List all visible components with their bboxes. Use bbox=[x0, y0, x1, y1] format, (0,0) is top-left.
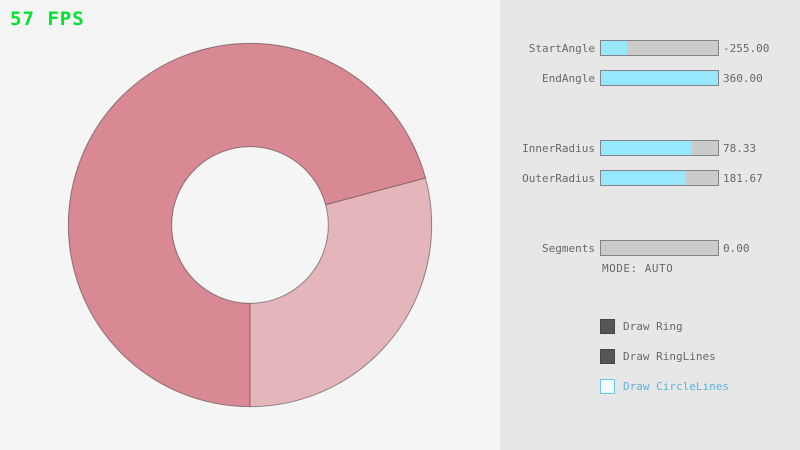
draw-ring-row: Draw Ring bbox=[600, 318, 683, 335]
outer-radius-label: OuterRadius bbox=[522, 172, 595, 185]
end-angle-slider[interactable] bbox=[600, 70, 719, 86]
draw-circlelines-label: Draw CircleLines bbox=[623, 380, 729, 393]
segments-mode-label: MODE: AUTO bbox=[602, 262, 674, 275]
draw-ringlines-checkbox[interactable] bbox=[600, 349, 615, 364]
segments-slider[interactable] bbox=[600, 240, 719, 256]
start-angle-value: -255.00 bbox=[723, 42, 770, 55]
end-angle-value: 360.00 bbox=[723, 72, 763, 85]
inner-radius-label: InnerRadius bbox=[522, 142, 595, 155]
end-angle-label: EndAngle bbox=[542, 72, 595, 85]
draw-ringlines-label: Draw RingLines bbox=[623, 350, 716, 363]
ring-chart bbox=[67, 42, 433, 408]
inner-radius-slider[interactable] bbox=[600, 140, 719, 156]
outer-radius-value: 181.67 bbox=[723, 172, 763, 185]
start-angle-slider[interactable] bbox=[600, 40, 719, 56]
slider-row-start-angle: StartAngle -255.00 bbox=[500, 40, 800, 56]
inner-radius-value: 78.33 bbox=[723, 142, 757, 155]
draw-ring-checkbox[interactable] bbox=[600, 319, 615, 334]
slider-row-outer-radius: OuterRadius 181.67 bbox=[500, 170, 800, 186]
draw-circlelines-checkbox[interactable] bbox=[600, 379, 615, 394]
slider-row-inner-radius: InnerRadius 78.33 bbox=[500, 140, 800, 156]
draw-ring-label: Draw Ring bbox=[623, 320, 683, 333]
slider-row-segments: Segments 0.00 bbox=[500, 240, 800, 256]
outer-radius-slider-fill bbox=[601, 171, 687, 185]
inner-radius-slider-fill bbox=[601, 141, 693, 155]
draw-ringlines-row: Draw RingLines bbox=[600, 348, 716, 365]
render-canvas: 57 FPS bbox=[10, 8, 433, 408]
start-angle-slider-fill bbox=[601, 41, 627, 55]
end-angle-slider-fill bbox=[601, 71, 718, 85]
controls-panel: StartAngle -255.00 EndAngle 360.00 InnerRadi… bbox=[500, 0, 800, 450]
segments-value: 0.00 bbox=[723, 242, 750, 255]
start-angle-label: StartAngle bbox=[528, 42, 595, 55]
segments-label: Segments bbox=[542, 242, 595, 255]
fps-counter: 57 FPS bbox=[10, 8, 85, 30]
slider-row-end-angle: EndAngle 360.00 bbox=[500, 70, 800, 86]
outer-radius-slider[interactable] bbox=[600, 170, 719, 186]
draw-circlelines-row: Draw CircleLines bbox=[600, 378, 729, 395]
